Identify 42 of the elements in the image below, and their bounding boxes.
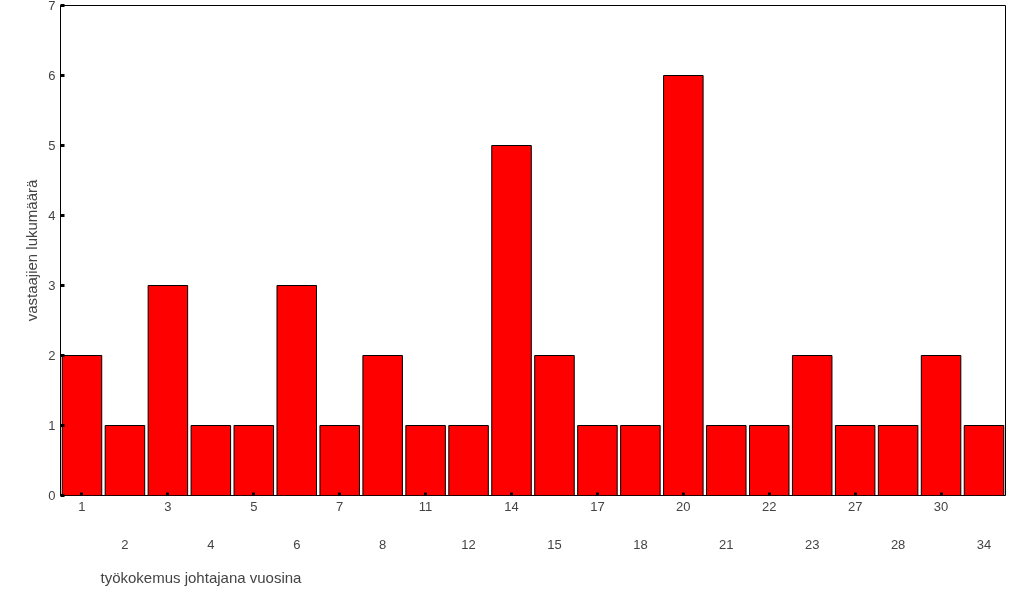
bar xyxy=(534,355,575,496)
x-tick-label: 14 xyxy=(504,498,519,514)
bar xyxy=(877,425,919,496)
x-tick-label: 3 xyxy=(164,498,172,514)
x-tick-label: 30 xyxy=(933,498,949,514)
x-tick-label: 21 xyxy=(719,536,734,552)
bar xyxy=(791,355,833,496)
x-tick-label: 27 xyxy=(847,498,863,514)
bar xyxy=(706,425,747,496)
bar xyxy=(620,425,661,496)
x-tick-label: 18 xyxy=(633,536,648,552)
x-tick-label: 28 xyxy=(890,536,906,552)
x-tick-label: 4 xyxy=(207,536,215,552)
y-tick-label: 2 xyxy=(48,348,56,363)
bar xyxy=(276,285,318,496)
y-tick-label: 5 xyxy=(48,138,56,153)
x-tick-label: 1 xyxy=(78,498,86,514)
x-tick-label: 23 xyxy=(804,536,820,552)
y-tick-label: 1 xyxy=(48,418,56,433)
x-tick-label: 17 xyxy=(590,498,605,514)
x-tick-label: 20 xyxy=(676,498,691,514)
x-tick-label: 15 xyxy=(547,536,562,552)
x-tick-label: 6 xyxy=(293,536,301,552)
bar xyxy=(448,425,489,496)
x-tick-label: 11 xyxy=(418,498,433,514)
bar xyxy=(190,425,232,496)
bar xyxy=(362,355,403,496)
x-tick-label: 22 xyxy=(762,498,777,514)
x-axis-title: työkokemus johtajana vuosina xyxy=(100,568,303,586)
y-tick-label: 7 xyxy=(48,0,56,13)
y-axis-title: vastaajien lukumäärä xyxy=(23,178,41,322)
x-tick-label: 7 xyxy=(336,498,344,514)
y-tick-label: 6 xyxy=(48,68,56,83)
x-tick-label: 5 xyxy=(250,498,258,514)
y-tick-label: 0 xyxy=(48,488,56,503)
x-tick-label: 8 xyxy=(379,536,387,552)
y-tick-label: 4 xyxy=(48,208,56,223)
x-tick-label: 2 xyxy=(121,536,129,552)
bar xyxy=(104,425,146,496)
y-tick-label: 3 xyxy=(48,278,56,293)
x-tick-label: 12 xyxy=(461,536,476,552)
x-tick-label: 34 xyxy=(976,536,992,552)
